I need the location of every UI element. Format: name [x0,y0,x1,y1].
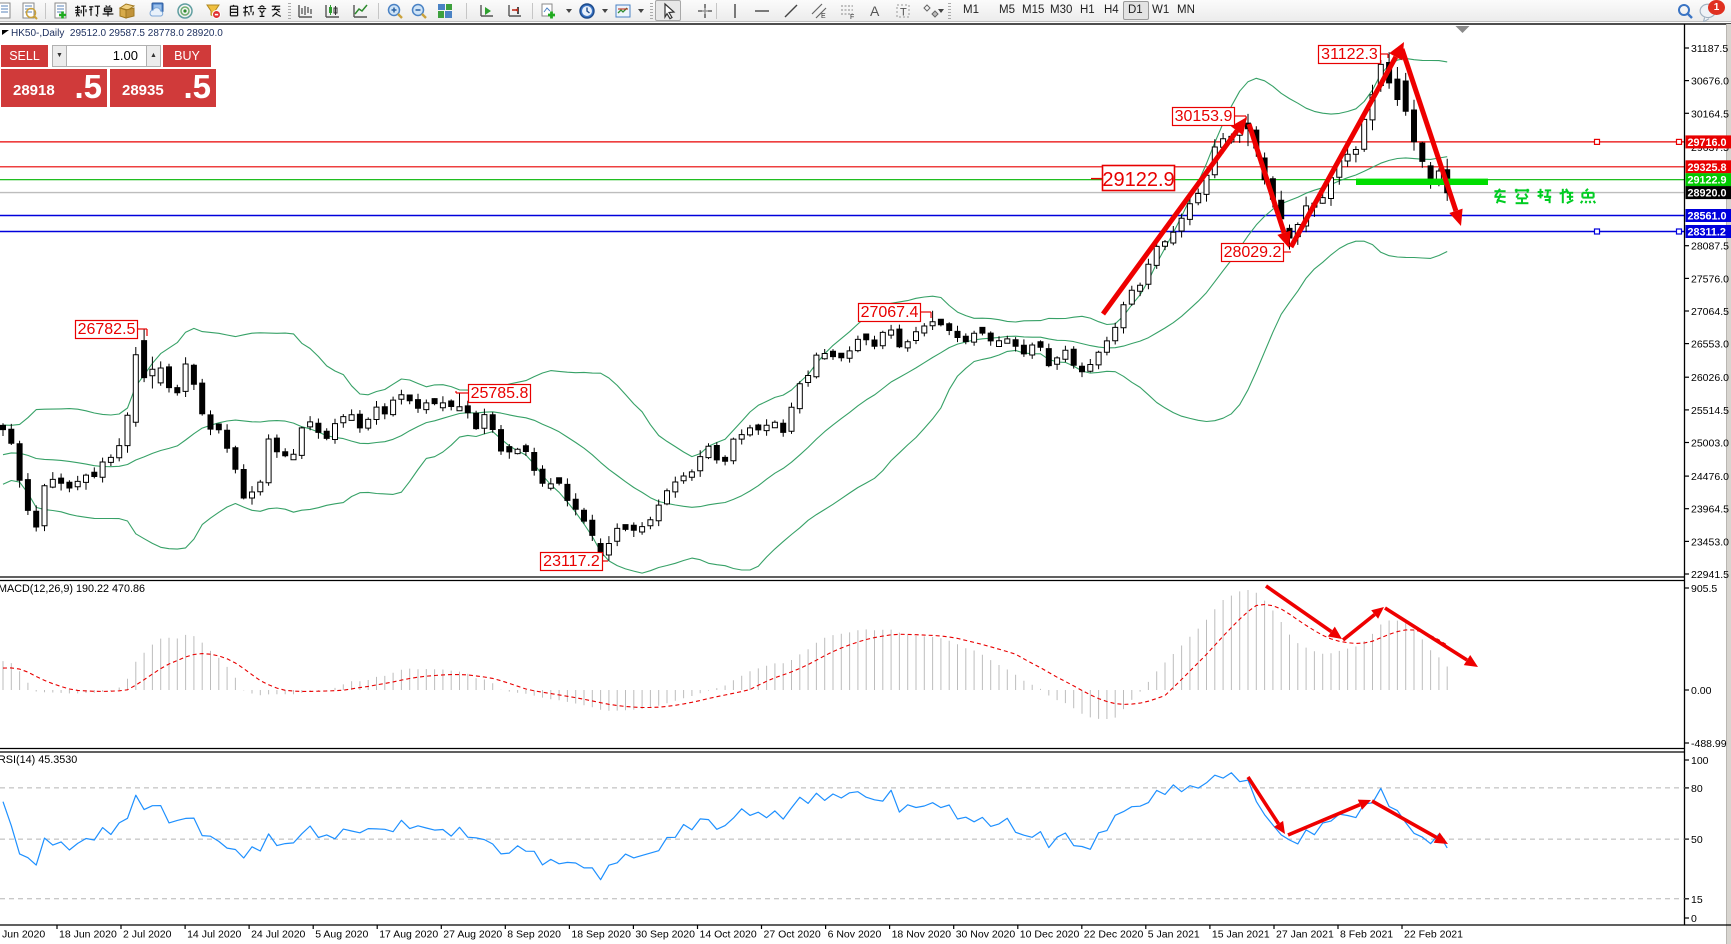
svg-text:27 Jan 2021: 27 Jan 2021 [1276,929,1334,941]
svg-text:28311.2: 28311.2 [1688,227,1726,239]
svg-text:50: 50 [1691,834,1703,846]
svg-text:31187.5: 31187.5 [1691,43,1728,55]
svg-text:23117.2: 23117.2 [543,553,600,570]
svg-text:27064.5: 27064.5 [1691,306,1729,318]
svg-text:6 Nov 2020: 6 Nov 2020 [828,929,882,941]
svg-text:23453.0: 23453.0 [1691,536,1729,548]
svg-text:18 Nov 2020: 18 Nov 2020 [892,929,952,941]
svg-text:A: A [870,3,880,19]
svg-text:E: E [821,13,826,20]
svg-text:28029.2: 28029.2 [1224,244,1282,261]
svg-text:29122.9: 29122.9 [1102,169,1174,191]
svg-text:5 Aug 2020: 5 Aug 2020 [315,929,368,941]
svg-text:-488.99: -488.99 [1691,738,1727,750]
svg-text:MACD(12,26,9) 190.22 470.86: MACD(12,26,9) 190.22 470.86 [0,583,145,595]
svg-text:F: F [850,14,854,20]
svg-text:30164.5: 30164.5 [1691,108,1729,120]
svg-text:30676.0: 30676.0 [1691,76,1729,88]
svg-text:23964.5: 23964.5 [1691,504,1729,516]
svg-text:25785.8: 25785.8 [471,385,529,402]
svg-text:27 Oct 2020: 27 Oct 2020 [764,929,821,941]
svg-text:29716.0: 29716.0 [1688,137,1727,149]
svg-text:0.00: 0.00 [1691,685,1712,697]
svg-text:28087.5: 28087.5 [1691,241,1729,253]
svg-text:24 Jul 2020: 24 Jul 2020 [251,929,305,941]
svg-text:26026.0: 26026.0 [1691,372,1729,384]
svg-text:29325.8: 29325.8 [1688,162,1727,174]
svg-text:80: 80 [1691,783,1703,795]
svg-text:8 Feb 2021: 8 Feb 2021 [1340,929,1393,941]
svg-text:15 Jan 2021: 15 Jan 2021 [1212,929,1270,941]
svg-text:0: 0 [1691,913,1697,925]
svg-text:25003.0: 25003.0 [1691,438,1729,450]
svg-text:905.5: 905.5 [1691,583,1717,595]
svg-text:27576.0: 27576.0 [1691,273,1729,285]
svg-text:22941.5: 22941.5 [1691,569,1729,581]
svg-text:30 Nov 2020: 30 Nov 2020 [956,929,1016,941]
svg-text:27 Aug 2020: 27 Aug 2020 [443,929,502,941]
svg-text:15: 15 [1691,894,1703,906]
svg-text:17 Aug 2020: 17 Aug 2020 [379,929,438,941]
svg-text:100: 100 [1691,755,1709,767]
svg-text:14 Jul 2020: 14 Jul 2020 [187,929,241,941]
svg-text:28920.0: 28920.0 [1688,188,1727,200]
svg-text:RSI(14) 45.3530: RSI(14) 45.3530 [0,754,77,766]
svg-text:18 Jun 2020: 18 Jun 2020 [59,929,117,941]
svg-text:2 Jul 2020: 2 Jul 2020 [123,929,172,941]
svg-text:T: T [900,7,907,19]
svg-text:26782.5: 26782.5 [78,321,136,338]
svg-text:22 Feb 2021: 22 Feb 2021 [1404,929,1463,941]
svg-text:31122.3: 31122.3 [1321,46,1378,63]
svg-text:26553.0: 26553.0 [1691,339,1729,351]
svg-text:30153.9: 30153.9 [1175,108,1233,125]
svg-text:18 Sep 2020: 18 Sep 2020 [571,929,631,941]
svg-text:24476.0: 24476.0 [1691,471,1729,483]
svg-text:28561.0: 28561.0 [1688,211,1727,223]
svg-text:10 Dec 2020: 10 Dec 2020 [1020,929,1080,941]
svg-text:Jun 2020: Jun 2020 [2,929,45,941]
svg-text:22 Dec 2020: 22 Dec 2020 [1084,929,1144,941]
svg-text:5 Jan 2021: 5 Jan 2021 [1148,929,1200,941]
svg-text:25514.5: 25514.5 [1691,405,1729,417]
svg-text:14 Oct 2020: 14 Oct 2020 [700,929,757,941]
svg-text:27067.4: 27067.4 [861,304,919,321]
svg-text:29122.9: 29122.9 [1688,175,1727,187]
svg-text:30 Sep 2020: 30 Sep 2020 [635,929,695,941]
svg-text:8 Sep 2020: 8 Sep 2020 [507,929,561,941]
